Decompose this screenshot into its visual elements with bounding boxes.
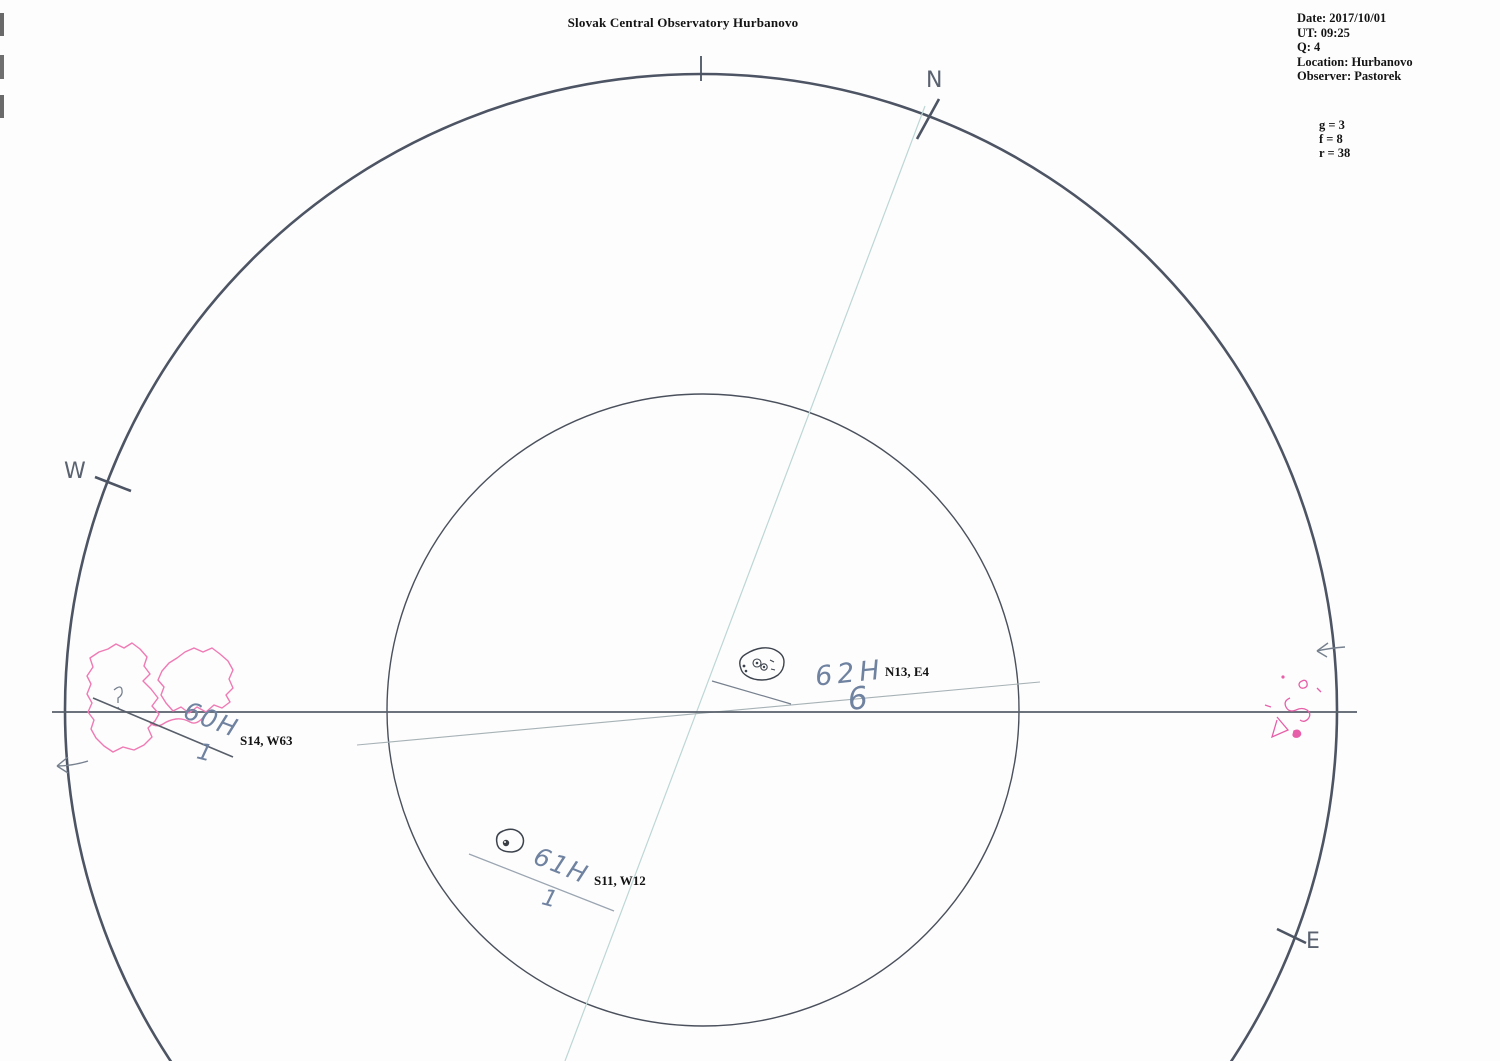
spot	[760, 663, 768, 671]
east-limb-plage-marks	[1264, 675, 1322, 739]
plage-squiggle	[1284, 697, 1311, 722]
plage-dash	[1264, 704, 1272, 708]
pencil-question-mark	[113, 686, 123, 710]
count-groups: g = 3	[1319, 118, 1345, 132]
spot-umbra	[502, 839, 510, 847]
page-title: Slovak Central Observatory Hurbanovo	[567, 15, 799, 30]
scan-artifact	[0, 55, 4, 79]
arrow-shaft	[1316, 646, 1346, 652]
plage-left-lobe	[86, 642, 160, 753]
plage-tick	[1316, 687, 1322, 693]
group-61h-spot	[495, 828, 525, 853]
rotation-axis-line	[564, 105, 926, 1061]
group-62h-spot-cluster	[739, 647, 785, 681]
group-62h-count: 6	[846, 680, 870, 718]
spot-pore	[744, 669, 748, 673]
spot-outline	[495, 828, 525, 853]
spot-pore	[742, 664, 746, 668]
group-61h-underline	[468, 853, 615, 912]
solar-disk-circle	[63, 72, 1339, 1061]
inner-reference-circle	[386, 393, 1020, 1027]
east-limb-arrow	[1316, 642, 1346, 658]
info-ut: UT: 09:25	[1297, 25, 1350, 40]
arrow-head	[56, 756, 69, 774]
plage-right-lobe	[157, 647, 234, 714]
compass-north-label: N	[926, 68, 943, 93]
group-62h-pointer-line	[711, 680, 792, 705]
scan-edge-artifacts	[0, 13, 4, 118]
sunspot-counts-block: g = 3 f = 8 r = 38	[1319, 118, 1350, 160]
spot-umbra	[762, 665, 766, 669]
scan-artifact	[0, 13, 4, 36]
compass-east-label: E	[1306, 929, 1320, 954]
arrow-head	[1316, 642, 1329, 658]
east-tick	[1276, 927, 1307, 945]
group-62h-position: N13, E4	[885, 664, 930, 679]
solar-equator-line	[356, 681, 1041, 746]
spot	[752, 658, 762, 668]
plage-dot	[1281, 675, 1285, 679]
group-60h-position: S14, W63	[240, 733, 293, 748]
plage-blob	[1292, 729, 1302, 738]
info-location: Location: Hurbanovo	[1297, 54, 1413, 69]
group-61h-position: S11, W12	[594, 873, 646, 888]
plage-triangle	[1270, 716, 1290, 739]
observation-info-block: Date: 2017/10/01 UT: 09:25 Q: 4 Location…	[1297, 11, 1413, 84]
spot-pore-dashes	[769, 659, 776, 671]
compass-west-label: W	[64, 459, 86, 484]
spot-group-outline	[739, 647, 785, 681]
spot-umbra	[755, 661, 759, 665]
west-limb-arrow	[56, 756, 89, 774]
spot-umbra-highlight	[504, 841, 506, 843]
west-tick	[94, 475, 132, 493]
group-60h-underline	[92, 697, 234, 758]
north-tick	[915, 98, 941, 140]
count-spots: f = 8	[1319, 132, 1343, 146]
group-60h-plage-outline	[86, 642, 234, 753]
plage-ring	[1298, 679, 1308, 689]
info-observer: Observer: Pastorek	[1297, 69, 1402, 83]
scan-artifact	[0, 95, 4, 118]
info-quality: Q: 4	[1297, 40, 1321, 54]
arrow-shaft	[56, 760, 89, 767]
count-wolf: r = 38	[1319, 146, 1351, 160]
info-date: Date: 2017/10/01	[1297, 11, 1387, 25]
